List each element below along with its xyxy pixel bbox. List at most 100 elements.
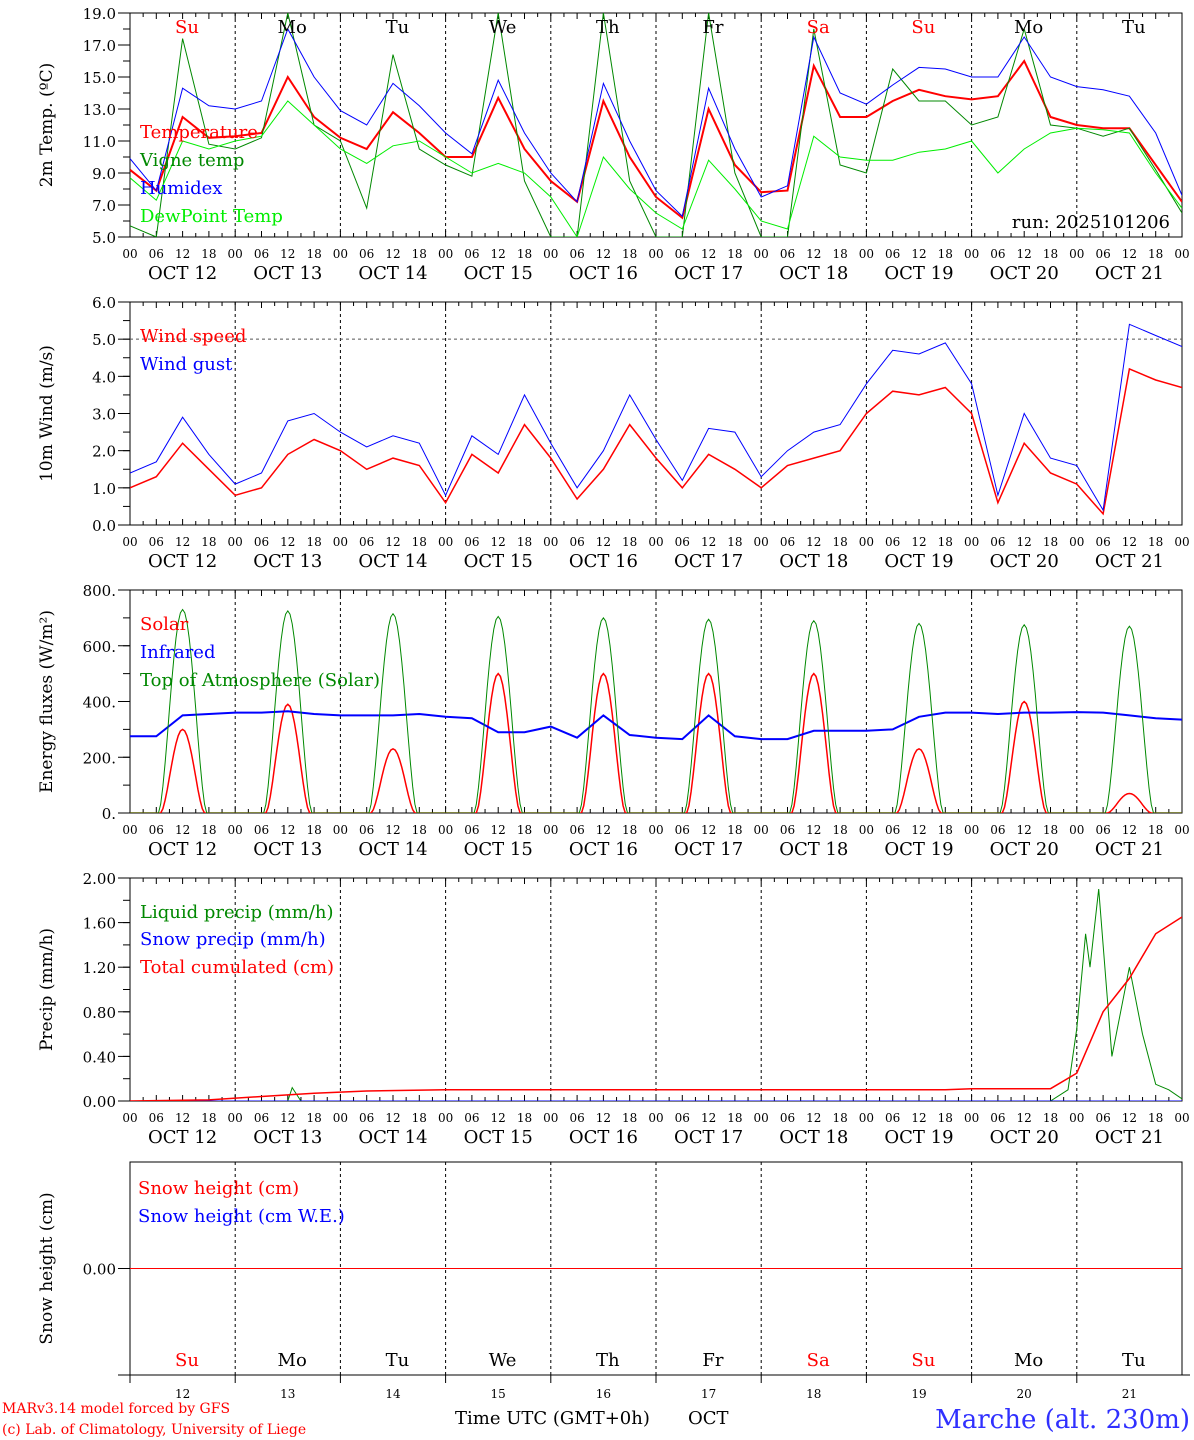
hour-tick-label: 00	[648, 247, 663, 261]
hour-tick-label: 00	[964, 823, 979, 837]
hour-tick-label: 12	[806, 1111, 821, 1125]
hour-tick-label: 00	[1069, 1111, 1084, 1125]
hour-tick-label: 18	[412, 535, 427, 549]
date-label: OCT 21	[1095, 551, 1164, 572]
x-axis-month: OCT	[688, 1408, 729, 1429]
hour-tick-label: 12	[385, 823, 400, 837]
hour-tick-label: 06	[885, 247, 900, 261]
hour-tick-label: 06	[990, 823, 1005, 837]
hour-tick-label: 06	[569, 247, 584, 261]
legend-entry: Top of Atmosphere (Solar)	[140, 670, 380, 691]
y-axis-title: Energy fluxes (W/m²)	[37, 610, 57, 793]
date-label: OCT 18	[779, 839, 848, 860]
date-label: OCT 15	[464, 551, 533, 572]
date-label: OCT 18	[779, 1127, 848, 1148]
hour-tick-label: 00	[333, 535, 348, 549]
hour-tick-label: 06	[885, 823, 900, 837]
date-label: OCT 19	[884, 263, 953, 284]
day-number-label: 21	[1122, 1387, 1137, 1401]
hour-tick-label: 06	[464, 823, 479, 837]
hour-tick-label: 12	[1017, 247, 1032, 261]
date-label: OCT 16	[569, 1127, 638, 1148]
hour-tick-label: 18	[727, 247, 742, 261]
legend-entry: Snow precip (mm/h)	[140, 929, 326, 950]
hour-tick-label: 18	[938, 247, 953, 261]
x-axis-title: Time UTC (GMT+0h)	[455, 1408, 650, 1429]
hour-tick-label: 06	[149, 535, 164, 549]
date-label: OCT 18	[779, 263, 848, 284]
hour-tick-label: 06	[569, 535, 584, 549]
hour-tick-label: 18	[201, 823, 216, 837]
series-line-vigne-temp	[130, 13, 1182, 237]
date-label: OCT 15	[464, 263, 533, 284]
hour-tick-label: 18	[622, 1111, 637, 1125]
legend-entry: Vigne temp	[139, 150, 244, 171]
hour-tick-label: 12	[175, 1111, 190, 1125]
hour-tick-label: 00	[964, 247, 979, 261]
hour-tick-label: 12	[596, 823, 611, 837]
hour-tick-label: 00	[543, 247, 558, 261]
hour-tick-label: 06	[254, 535, 269, 549]
date-label: OCT 14	[358, 1127, 427, 1148]
hour-tick-label: 06	[885, 1111, 900, 1125]
hour-tick-label: 12	[280, 823, 295, 837]
date-label: OCT 19	[884, 551, 953, 572]
date-label: OCT 14	[358, 551, 427, 572]
hour-tick-label: 12	[491, 247, 506, 261]
date-label: OCT 16	[569, 551, 638, 572]
series-line-solar	[130, 672, 1182, 813]
hour-tick-label: 06	[780, 535, 795, 549]
day-number-label: 18	[806, 1387, 821, 1401]
hour-tick-label: 12	[491, 1111, 506, 1125]
weekday-label: We	[489, 17, 517, 38]
hour-tick-label: 18	[622, 535, 637, 549]
weekday-label: Fr	[702, 1350, 723, 1371]
hour-tick-label: 12	[1122, 823, 1137, 837]
station-title: Marche (alt. 230m)	[935, 1405, 1190, 1435]
hour-tick-label: 12	[911, 823, 926, 837]
hour-tick-label: 06	[780, 823, 795, 837]
hour-tick-label: 06	[675, 1111, 690, 1125]
hour-tick-label: 06	[1095, 823, 1110, 837]
hour-tick-label: 12	[175, 823, 190, 837]
date-label: OCT 17	[674, 1127, 743, 1148]
hour-tick-label: 18	[1043, 247, 1058, 261]
hour-tick-label: 12	[175, 535, 190, 549]
day-number-label: 16	[596, 1387, 611, 1401]
date-label: OCT 12	[148, 263, 217, 284]
day-number-label: 14	[385, 1387, 401, 1401]
hour-tick-label: 18	[517, 1111, 532, 1125]
hour-tick-label: 18	[412, 823, 427, 837]
hour-tick-label: 18	[306, 823, 321, 837]
hour-tick-label: 12	[491, 535, 506, 549]
hour-tick-label: 12	[280, 1111, 295, 1125]
hour-tick-label: 06	[780, 247, 795, 261]
series-line-humidex	[130, 27, 1182, 218]
date-label: OCT 20	[990, 263, 1059, 284]
hour-tick-label: 18	[1148, 823, 1163, 837]
hour-tick-label: 18	[517, 247, 532, 261]
hour-tick-label: 06	[1095, 1111, 1110, 1125]
hour-tick-label: 06	[990, 247, 1005, 261]
legend-entry: Liquid precip (mm/h)	[140, 902, 334, 923]
hour-tick-label: 06	[569, 823, 584, 837]
hour-tick-label: 18	[622, 247, 637, 261]
weekday-label: Mo	[278, 1350, 307, 1371]
hour-tick-label: 18	[832, 247, 847, 261]
hour-tick-label: 12	[596, 247, 611, 261]
date-label: OCT 15	[464, 839, 533, 860]
hour-tick-label: 12	[911, 535, 926, 549]
hour-tick-label: 18	[622, 823, 637, 837]
hour-tick-label: 06	[149, 1111, 164, 1125]
hour-tick-label: 12	[911, 1111, 926, 1125]
run-label: run: 2025101206	[1012, 212, 1170, 233]
date-label: OCT 12	[148, 839, 217, 860]
plot-frame	[129, 12, 1183, 238]
hour-tick-label: 06	[1095, 535, 1110, 549]
hour-tick-label: 06	[359, 535, 374, 549]
weekday-label: Tu	[1122, 1350, 1146, 1371]
hour-tick-label: 00	[964, 535, 979, 549]
hour-tick-label: 18	[306, 1111, 321, 1125]
hour-tick-label: 00	[438, 1111, 453, 1125]
y-tick-label: 17.0	[83, 37, 116, 55]
